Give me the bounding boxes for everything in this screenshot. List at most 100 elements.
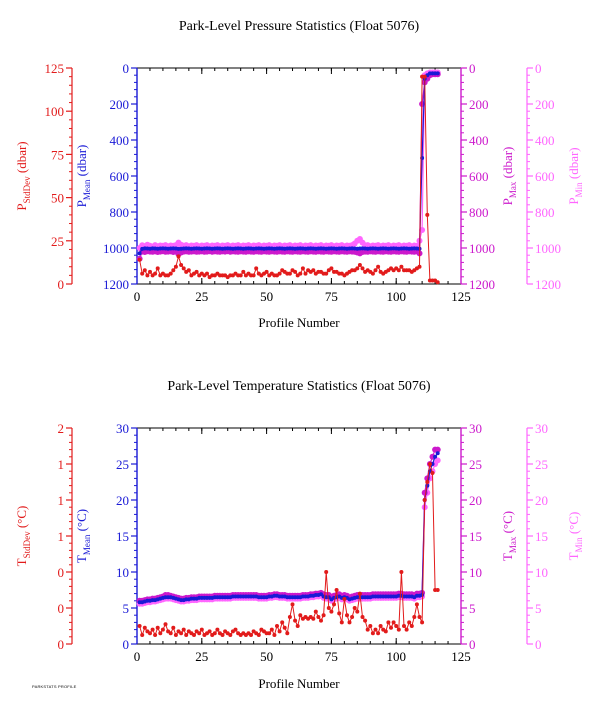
x-tick-label: 0 — [134, 649, 141, 664]
data-point-stddev — [264, 269, 269, 274]
y-tick-label-max: 30 — [469, 421, 482, 436]
series-line-stddev — [139, 463, 438, 637]
data-point-stddev — [363, 618, 368, 623]
x-axis-label: Profile Number — [258, 676, 340, 691]
data-point-stddev — [389, 625, 393, 630]
series-min — [136, 69, 441, 251]
data-point-stddev — [332, 602, 336, 607]
data-point-mean — [435, 451, 440, 456]
data-point-stddev — [357, 591, 362, 596]
series-line-min — [139, 71, 438, 249]
y-tick-label-stddev: 0 — [58, 601, 65, 616]
series-min — [136, 457, 441, 607]
data-point-stddev — [153, 271, 158, 276]
series-stddev — [137, 462, 440, 637]
data-point-stddev — [207, 629, 212, 634]
data-point-stddev — [140, 633, 145, 637]
data-point-stddev — [350, 615, 355, 619]
series-line-mean — [139, 72, 438, 254]
data-point-stddev — [329, 266, 334, 271]
x-tick-label: 75 — [325, 289, 338, 304]
data-point-stddev — [435, 588, 440, 592]
y-tick-label-mean: 10 — [116, 565, 129, 580]
data-point-stddev — [360, 615, 365, 619]
chart-panel-0: Park-Level Pressure Statistics (Float 50… — [14, 19, 584, 330]
data-point-min — [434, 457, 441, 464]
data-point-stddev — [298, 613, 303, 618]
data-point-stddev — [179, 263, 184, 267]
y-tick-label-stddev: 0 — [58, 277, 65, 292]
data-point-stddev — [158, 631, 163, 636]
y-tick-label-min: 25 — [535, 457, 548, 472]
y-tick-label-min: 1000 — [535, 241, 561, 256]
data-point-stddev — [287, 615, 292, 619]
data-point-max — [434, 446, 441, 453]
y-tick-label-stddev: 25 — [51, 234, 64, 249]
data-point-stddev — [290, 602, 295, 607]
data-point-stddev — [179, 631, 184, 636]
data-point-stddev — [298, 271, 303, 276]
data-point-stddev — [171, 625, 176, 630]
y-tick-label-max: 20 — [469, 493, 482, 508]
data-point-stddev — [137, 257, 142, 262]
y-tick-label-min: 0 — [535, 637, 542, 652]
data-point-stddev — [355, 609, 360, 614]
data-point-stddev — [212, 631, 217, 636]
data-point-stddev — [347, 620, 352, 625]
data-point-stddev — [357, 263, 362, 267]
data-point-stddev — [311, 616, 316, 621]
data-point-stddev — [256, 633, 261, 637]
data-point-stddev — [373, 627, 378, 632]
data-point-stddev — [163, 622, 168, 627]
data-point-stddev — [422, 498, 427, 502]
x-tick-label: 0 — [134, 289, 141, 304]
y-tick-label-stddev: 1 — [58, 529, 65, 544]
data-point-stddev — [148, 631, 152, 636]
y-tick-label-mean: 200 — [110, 97, 130, 112]
x-tick-label: 100 — [386, 649, 406, 664]
y-tick-label-mean: 0 — [123, 637, 130, 652]
y-tick-label-mean: 400 — [110, 133, 130, 148]
data-point-stddev — [155, 266, 160, 271]
y-tick-label-stddev: 75 — [51, 147, 64, 162]
y-tick-label-mean: 5 — [123, 601, 130, 616]
data-point-stddev — [181, 627, 186, 632]
data-point-stddev — [142, 625, 147, 630]
data-point-stddev — [277, 629, 282, 634]
y-tick-label-stddev: 0 — [58, 637, 65, 652]
data-point-stddev — [316, 615, 321, 619]
data-point-stddev — [186, 268, 191, 273]
data-point-stddev — [295, 624, 300, 628]
data-point-stddev — [140, 271, 145, 276]
y-axis-label-max: TMax (°C) — [500, 511, 518, 561]
y-axis-label-min: PMin (dbar) — [566, 147, 584, 204]
data-point-stddev — [280, 620, 285, 625]
data-point-stddev — [376, 631, 381, 636]
data-point-stddev — [155, 625, 160, 630]
y-axis-label-max: PMax (dbar) — [500, 147, 518, 206]
data-point-stddev — [319, 618, 323, 623]
data-point-stddev — [171, 268, 176, 273]
y-tick-label-max: 25 — [469, 457, 482, 472]
data-point-stddev — [194, 269, 199, 274]
data-point-stddev — [376, 264, 381, 269]
data-point-stddev — [396, 627, 401, 632]
data-point-mean — [319, 592, 323, 597]
y-tick-label-min: 0 — [535, 61, 542, 76]
series-mean — [137, 451, 440, 605]
data-point-stddev — [324, 570, 329, 574]
data-point-stddev — [272, 633, 277, 637]
y-tick-label-min: 600 — [535, 169, 555, 184]
y-tick-label-min: 400 — [535, 133, 555, 148]
y-tick-label-mean: 25 — [116, 457, 129, 472]
data-point-stddev — [137, 624, 142, 628]
y-tick-label-min: 15 — [535, 529, 548, 544]
data-point-stddev — [360, 266, 365, 271]
data-point-stddev — [417, 264, 422, 269]
y-tick-label-max: 10 — [469, 565, 482, 580]
data-point-stddev — [326, 606, 331, 610]
y-tick-label-min: 30 — [535, 421, 548, 436]
data-point-stddev — [173, 264, 178, 269]
y-tick-label-min: 20 — [535, 493, 548, 508]
